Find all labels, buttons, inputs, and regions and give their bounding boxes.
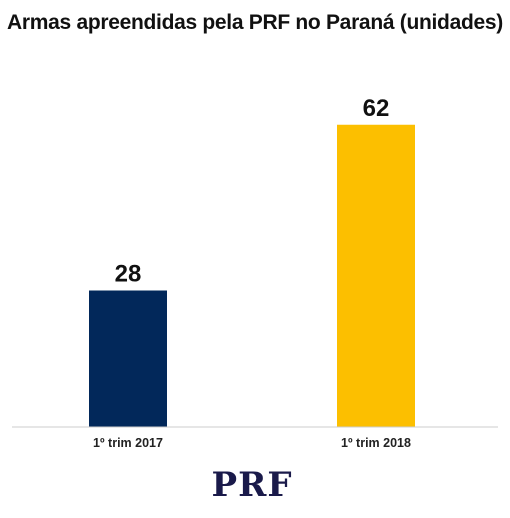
- bar-1: [337, 124, 415, 427]
- x-tick-label-1: 1º trim 2018: [341, 436, 411, 450]
- value-label-1: 62: [363, 95, 390, 122]
- x-tick-label-0: 1º trim 2017: [93, 436, 163, 450]
- value-label-0: 28: [115, 261, 142, 288]
- chart-title: Armas apreendidas pela PRF no Paraná (un…: [7, 11, 503, 34]
- prf-logo: PRF: [212, 465, 293, 505]
- bars-layer: 28 1º trim 2017 62 1º trim 2018: [89, 95, 415, 450]
- bar-0: [89, 290, 167, 427]
